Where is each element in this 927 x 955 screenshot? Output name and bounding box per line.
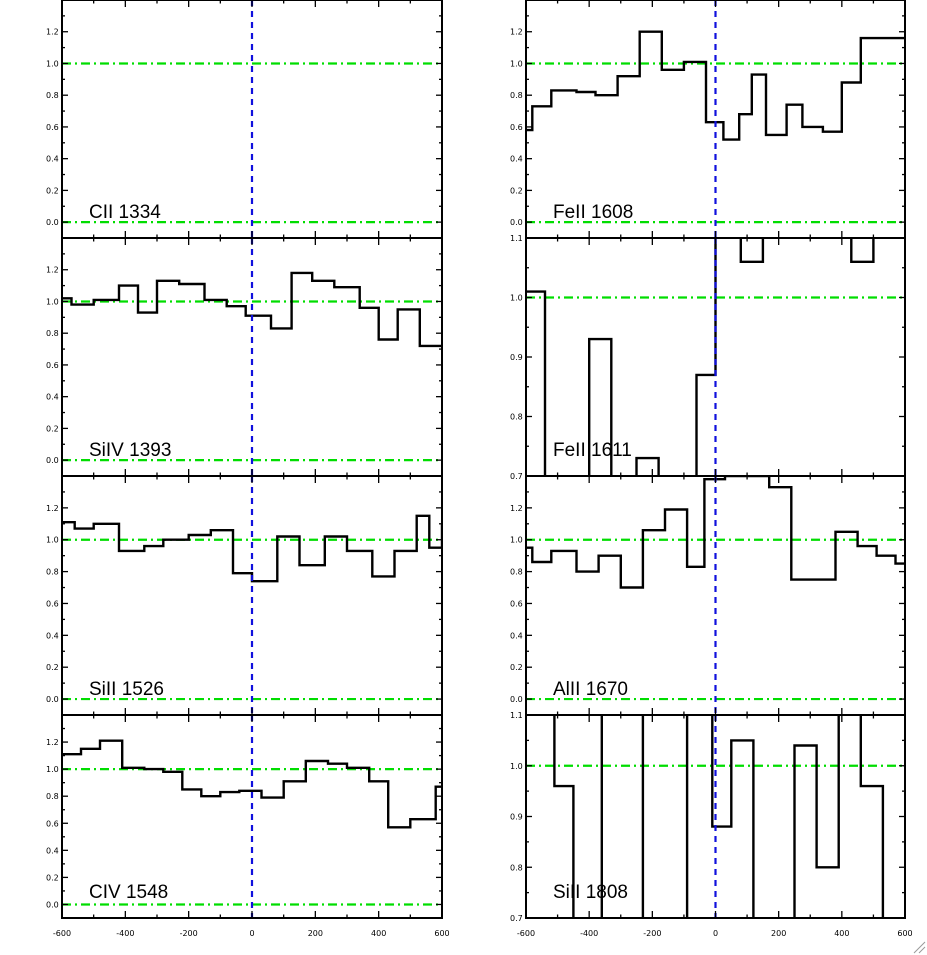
plot-area-cii-1334 (62, 0, 442, 238)
y-tick-label: 0.4 (510, 631, 523, 640)
ion-label-feii-1611: FeII 1611 (553, 440, 632, 461)
x-tick-label: 0 (713, 929, 718, 938)
panel-siii-1808: 0.7 0.8 0.9 1.0 1.1 SiII 1808 -600 -400 -200 0 200… (510, 711, 913, 938)
resize-grip-icon (913, 941, 926, 954)
panel-cii-1334: 0.0 0.2 0.4 0.6 0.8 1.0 1.2 CII 1334 (46, 0, 443, 239)
plot-area-siiv-1393 (62, 238, 442, 476)
y-tick-label: 0.8 (46, 568, 59, 577)
panel-alii-1670: 0.0 0.2 0.4 0.6 0.8 1.0 1.2 AlII 1670 (510, 475, 906, 716)
y-tick-label: 1.0 (46, 59, 59, 68)
y-tick-label: 0.7 (510, 914, 523, 923)
y-tick-label: 1.0 (46, 536, 59, 545)
y-tick-label: 0.4 (46, 393, 59, 402)
y-tick-label: 0.4 (46, 631, 59, 640)
y-tick-label: 1.0 (510, 536, 523, 545)
y-tick-label: 0.0 (510, 218, 523, 227)
y-tick-label: 0.2 (46, 663, 59, 672)
ion-label-siiv-1393: SiIV 1393 (89, 440, 171, 461)
y-tick-label: 0.0 (46, 456, 59, 465)
y-tick-label: 1.2 (46, 28, 59, 37)
ion-label-cii-1334: CII 1334 (89, 202, 161, 223)
x-tick-label: 400 (834, 929, 849, 938)
panel-siii-1526: 0.0 0.2 0.4 0.6 0.8 1.0 1.2 SiII 1526 (46, 475, 443, 716)
ion-label-feii-1608: FeII 1608 (553, 202, 633, 223)
y-tick-label: 0.4 (46, 155, 59, 164)
y-tick-label: 1.0 (510, 762, 523, 771)
y-tick-label: 0.9 (510, 813, 523, 822)
y-tick-label: 0.8 (510, 568, 523, 577)
y-tick-label: 0.2 (510, 186, 523, 195)
y-tick-label: 0.2 (510, 663, 523, 672)
y-tick-label: 1.2 (46, 504, 59, 513)
y-tick-label: 0.6 (510, 599, 523, 608)
panel-feii-1608: 0.0 0.2 0.4 0.6 0.8 1.0 1.2 FeII 1608 (510, 0, 906, 239)
x-tick-label: 0 (249, 929, 254, 938)
x-tick-label: -400 (580, 929, 598, 938)
x-tick-label: 600 (434, 929, 449, 938)
y-tick-label: 0.0 (46, 900, 59, 909)
y-tick-label: 0.0 (46, 218, 59, 227)
ion-label-civ-1548: CIV 1548 (89, 882, 168, 903)
y-tick-label: 0.6 (46, 123, 59, 132)
y-tick-label: 0.6 (46, 819, 59, 828)
plot-area-feii-1611 (526, 238, 905, 476)
plot-area-alii-1670 (526, 476, 905, 715)
y-tick-label: 0.6 (46, 599, 59, 608)
y-tick-label: 1.0 (46, 765, 59, 774)
y-tick-label: 0.0 (46, 695, 59, 704)
y-tick-label: 1.1 (510, 711, 523, 720)
y-tick-label: 1.0 (510, 59, 523, 68)
y-tick-label: 0.8 (46, 792, 59, 801)
y-tick-label: 0.9 (510, 353, 523, 362)
y-tick-label: 0.7 (510, 472, 523, 481)
spectrum-alii-1670 (526, 476, 905, 589)
x-tick-label: -600 (517, 929, 535, 938)
plot-area-civ-1548 (62, 715, 442, 918)
x-tick-label: 200 (771, 929, 786, 938)
x-tick-label: -200 (643, 929, 661, 938)
y-tick-label: 0.8 (46, 329, 59, 338)
y-tick-label: 1.2 (510, 28, 523, 37)
y-tick-label: 0.2 (46, 873, 59, 882)
y-tick-label: 1.1 (510, 234, 523, 243)
y-tick-label: 0.8 (510, 91, 523, 100)
y-tick-label: 1.2 (46, 738, 59, 747)
y-tick-label: 1.0 (46, 297, 59, 306)
y-tick-label: 0.6 (510, 123, 523, 132)
ion-label-alii-1670: AlII 1670 (553, 679, 628, 700)
panel-siiv-1393: 0.0 0.2 0.4 0.6 0.8 1.0 1.2 SiIV 1393 (46, 237, 443, 477)
x-tick-label: -600 (53, 929, 71, 938)
spectrum-civ-1548 (62, 739, 442, 829)
x-tick-label: -200 (180, 929, 198, 938)
y-tick-label: 0.4 (510, 155, 523, 164)
panel-feii-1611: 0.7 0.8 0.9 1.0 1.1 FeII 1611 (510, 234, 906, 481)
y-tick-label: 0.4 (46, 846, 59, 855)
spectrum-siii-1526 (62, 514, 442, 583)
spectrum-siiv-1393 (62, 271, 442, 348)
panel-civ-1548: 0.0 0.2 0.4 0.6 0.8 1.0 1.2 CIV 1548 -600 -400 -20… (46, 714, 450, 938)
ion-label-siii-1526: SiII 1526 (89, 679, 164, 700)
plot-area-siii-1808 (526, 715, 905, 918)
x-tick-label: 400 (371, 929, 386, 938)
y-tick-label: 0.0 (510, 695, 523, 704)
spectrum-feii-1608 (526, 30, 905, 141)
y-tick-label: 1.2 (510, 504, 523, 513)
x-tick-label: -400 (116, 929, 134, 938)
y-tick-label: 1.0 (510, 294, 523, 303)
spectrum-siii-1808 (553, 715, 885, 918)
ion-label-siii-1808: SiII 1808 (553, 882, 628, 903)
y-tick-label: 0.6 (46, 361, 59, 370)
x-tick-label: 200 (308, 929, 323, 938)
x-tick-label: 600 (897, 929, 912, 938)
y-tick-label: 0.2 (46, 424, 59, 433)
y-tick-label: 1.2 (46, 266, 59, 275)
y-tick-label: 0.8 (510, 413, 523, 422)
plot-area-feii-1608 (526, 0, 905, 238)
plot-area-siii-1526 (62, 476, 442, 715)
y-tick-label: 0.8 (510, 863, 523, 872)
y-tick-label: 0.2 (46, 186, 59, 195)
y-tick-label: 0.8 (46, 91, 59, 100)
